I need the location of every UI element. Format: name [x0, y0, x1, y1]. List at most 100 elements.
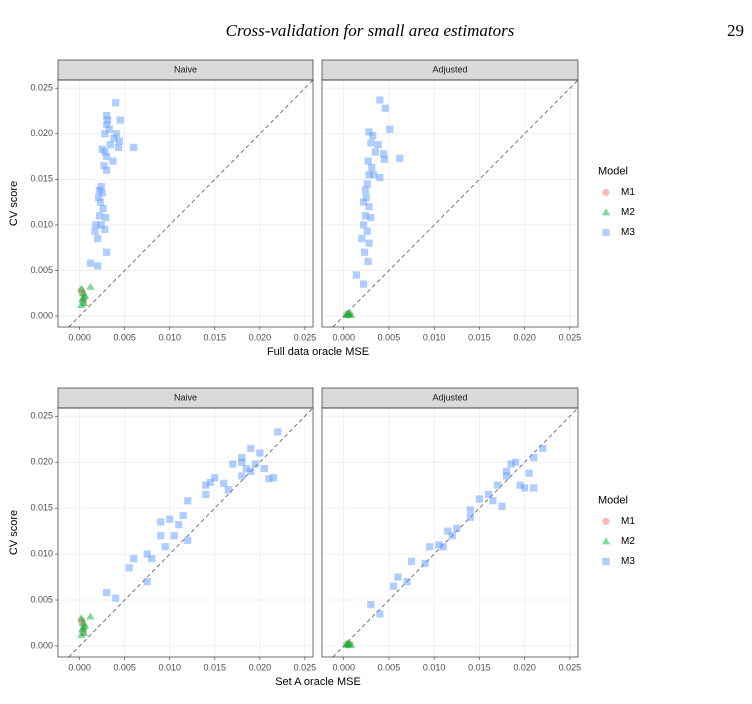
- point: [247, 467, 255, 475]
- point: [103, 111, 111, 120]
- x-tick-label: 0.025: [559, 662, 582, 672]
- point: [77, 630, 86, 638]
- point: [105, 125, 113, 133]
- point: [91, 227, 99, 235]
- x-tick-label: 0.020: [249, 332, 272, 342]
- point: [371, 148, 379, 156]
- point: [251, 460, 259, 468]
- point: [453, 524, 461, 532]
- y-tick-label: 0.000: [30, 310, 53, 320]
- point: [525, 469, 533, 477]
- point: [368, 163, 376, 172]
- point: [360, 280, 368, 288]
- x-tick-label: 0.000: [332, 332, 355, 342]
- point: [94, 262, 102, 270]
- point: [86, 282, 95, 290]
- point: [376, 610, 384, 618]
- point: [360, 198, 368, 206]
- point: [256, 449, 264, 457]
- point: [100, 162, 108, 170]
- point: [247, 444, 255, 453]
- panel-border: [57, 79, 314, 328]
- point: [265, 475, 273, 483]
- point: [143, 578, 151, 586]
- point: [242, 465, 250, 473]
- point: [380, 155, 389, 163]
- point: [269, 474, 277, 482]
- point: [507, 460, 515, 468]
- point: [530, 454, 538, 462]
- point: [86, 612, 95, 620]
- point: [365, 128, 373, 136]
- point: [602, 188, 610, 197]
- panel-border: [321, 407, 579, 658]
- point: [493, 481, 502, 489]
- point: [374, 141, 382, 149]
- point: [229, 460, 237, 468]
- point: [125, 564, 133, 572]
- point: [109, 157, 117, 165]
- y-tick-label: 0.000: [30, 640, 53, 650]
- point: [103, 248, 111, 256]
- strip-label: Adjusted: [432, 64, 467, 74]
- point: [521, 484, 529, 492]
- point: [86, 259, 95, 267]
- point: [361, 186, 370, 194]
- legend-label: M1: [621, 516, 635, 527]
- point: [79, 293, 88, 301]
- y-axis-title: CV score: [8, 181, 20, 226]
- point: [448, 532, 456, 540]
- point: [379, 150, 388, 158]
- point: [103, 116, 112, 124]
- x-tick-label: 0.010: [158, 332, 181, 342]
- point: [389, 582, 398, 590]
- point: [114, 143, 122, 152]
- x-tick-label: 0.015: [204, 662, 227, 672]
- panel-border: [57, 407, 314, 658]
- point: [260, 465, 268, 473]
- y-tick-label: 0.015: [30, 174, 53, 184]
- point: [166, 515, 174, 523]
- point: [360, 248, 369, 256]
- point: [224, 486, 232, 494]
- point: [112, 99, 120, 107]
- point: [115, 137, 123, 145]
- point: [97, 183, 105, 191]
- point: [98, 189, 106, 197]
- legend-label: M2: [621, 536, 635, 547]
- legend-title: Model: [598, 165, 628, 177]
- y-tick-label: 0.005: [30, 594, 53, 604]
- point: [363, 227, 371, 235]
- point: [116, 116, 124, 124]
- point: [238, 454, 246, 462]
- point: [94, 193, 103, 202]
- y-axis-title: CV score: [8, 510, 20, 555]
- y-tick-label: 0.005: [30, 265, 53, 275]
- x-tick-label: 0.005: [378, 332, 401, 342]
- y-tick-label: 0.020: [30, 128, 53, 138]
- legend-label: M1: [621, 187, 635, 198]
- point: [157, 518, 165, 526]
- point: [530, 484, 538, 492]
- point: [96, 198, 104, 206]
- point: [101, 225, 109, 234]
- reference-diagonal: [332, 79, 579, 328]
- point: [364, 257, 372, 265]
- reference-diagonal: [332, 407, 579, 658]
- point: [516, 481, 524, 489]
- running-title: Cross-validation for small area estimato…: [226, 21, 515, 40]
- y-tick-label: 0.020: [30, 457, 53, 467]
- legend-label: M3: [621, 556, 635, 567]
- point: [101, 148, 109, 156]
- point: [376, 173, 384, 182]
- x-tick-label: 0.025: [294, 332, 317, 342]
- point: [376, 96, 384, 104]
- panel-border: [321, 79, 579, 328]
- point: [365, 239, 373, 247]
- y-tick-label: 0.025: [30, 83, 53, 93]
- point: [238, 458, 246, 466]
- point: [369, 131, 377, 140]
- point: [343, 639, 352, 648]
- point: [365, 203, 373, 211]
